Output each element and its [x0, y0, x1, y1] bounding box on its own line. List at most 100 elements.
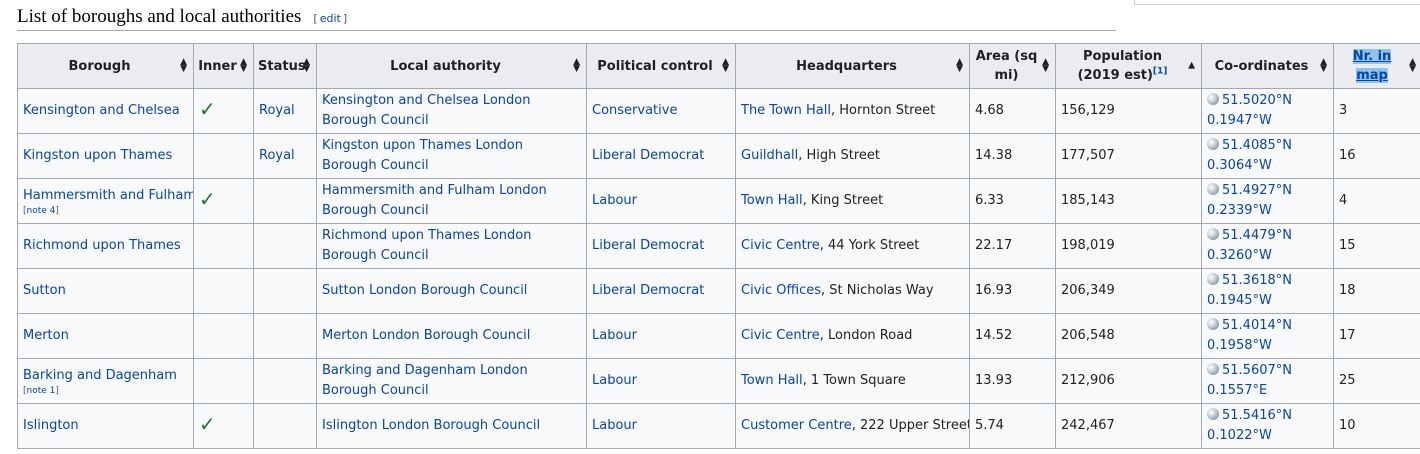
- control-link[interactable]: Labour: [592, 328, 637, 343]
- globe-icon[interactable]: [1207, 138, 1219, 150]
- longitude-link[interactable]: 0.3064°W: [1207, 158, 1272, 173]
- authority-link[interactable]: Hammersmith and Fulham London Borough Co…: [322, 183, 547, 218]
- inner-cell: [193, 223, 254, 269]
- latitude-link[interactable]: 51.4479°N: [1222, 228, 1292, 243]
- borough-link[interactable]: Kensington and Chelsea: [23, 103, 180, 118]
- table-row: Islington ✓ Islington London Borough Counc…: [17, 403, 1420, 449]
- globe-icon[interactable]: [1207, 318, 1219, 330]
- authority-link[interactable]: Kensington and Chelsea London Borough Co…: [322, 93, 531, 128]
- headquarters-link[interactable]: Town Hall: [741, 193, 803, 208]
- globe-icon[interactable]: [1207, 273, 1219, 285]
- col-local-authority[interactable]: Local authority ▲ ▼: [316, 43, 587, 89]
- sort-arrows-icon[interactable]: ▲ ▼: [303, 57, 310, 74]
- latitude-link[interactable]: 51.5020°N: [1222, 93, 1292, 108]
- globe-icon[interactable]: [1207, 408, 1219, 420]
- headquarters-link[interactable]: Civic Offices: [741, 283, 821, 298]
- borough-link[interactable]: Sutton: [23, 283, 66, 298]
- col-coordinates[interactable]: Co-ordinates ▲ ▼: [1201, 43, 1334, 89]
- sort-arrows-icon[interactable]: ▲ ▼: [180, 57, 187, 74]
- longitude-link[interactable]: 0.1945°W: [1207, 293, 1272, 308]
- area-cell: 5.74: [969, 403, 1056, 449]
- sort-ascending-icon[interactable]: ▲: [1188, 60, 1195, 71]
- col-headquarters[interactable]: Headquarters ▲ ▼: [735, 43, 970, 89]
- latitude-link[interactable]: 51.4085°N: [1222, 138, 1292, 153]
- sort-arrows-icon[interactable]: ▲ ▼: [1320, 57, 1327, 74]
- headquarters-link[interactable]: Customer Centre: [741, 418, 852, 433]
- latitude-link[interactable]: 51.4927°N: [1222, 183, 1292, 198]
- authority-link[interactable]: Sutton London Borough Council: [322, 283, 528, 298]
- control-link[interactable]: Liberal Democrat: [592, 238, 705, 253]
- latitude-link[interactable]: 51.4014°N: [1222, 318, 1292, 333]
- check-mark-icon: ✓: [199, 187, 216, 211]
- area-cell: 22.17: [969, 223, 1056, 269]
- authority-link[interactable]: Islington London Borough Council: [322, 418, 541, 433]
- authority-link[interactable]: Merton London Borough Council: [322, 328, 531, 343]
- longitude-link[interactable]: 0.1947°W: [1207, 113, 1272, 128]
- longitude-link[interactable]: 0.1958°W: [1207, 338, 1272, 353]
- sort-arrows-icon[interactable]: ▲ ▼: [240, 57, 247, 74]
- footnote-link[interactable]: note 4: [26, 205, 56, 216]
- longitude-link[interactable]: 0.3260°W: [1207, 248, 1272, 263]
- coordinates-cell: 51.5020°N 0.1947°W: [1201, 88, 1334, 134]
- globe-icon[interactable]: [1207, 93, 1219, 105]
- sort-arrows-icon[interactable]: ▲ ▼: [956, 57, 963, 74]
- col-population[interactable]: Population (2019 est)[1] ▲: [1055, 43, 1202, 89]
- sort-arrows-icon[interactable]: ▲ ▼: [1042, 57, 1049, 74]
- col-area[interactable]: Area (sq mi) ▲ ▼: [969, 43, 1056, 89]
- control-cell: Labour: [586, 178, 736, 224]
- col-inner[interactable]: Inner ▲ ▼: [193, 43, 254, 89]
- globe-icon[interactable]: [1207, 363, 1219, 375]
- borough-link[interactable]: Kingston upon Thames: [23, 148, 173, 163]
- globe-icon[interactable]: [1207, 228, 1219, 240]
- control-link[interactable]: Liberal Democrat: [592, 283, 705, 298]
- reference-1[interactable]: [1]: [1152, 66, 1168, 77]
- nr-in-map-link[interactable]: Nr. in map: [1352, 49, 1392, 83]
- inner-cell: ✓: [193, 178, 254, 224]
- control-link[interactable]: Labour: [592, 193, 637, 208]
- authority-link[interactable]: Barking and Dagenham London Borough Coun…: [322, 363, 528, 398]
- col-status[interactable]: Status ▲ ▼: [253, 43, 317, 89]
- col-borough[interactable]: Borough ▲ ▼: [17, 43, 194, 89]
- headquarters-link[interactable]: Civic Centre: [741, 328, 820, 343]
- headquarters-cell: Civic Centre, 44 York Street: [735, 223, 970, 269]
- control-link[interactable]: Liberal Democrat: [592, 148, 705, 163]
- longitude-link[interactable]: 0.1022°W: [1207, 428, 1272, 443]
- borough-cell: Richmond upon Thames: [17, 223, 194, 269]
- footnote-link[interactable]: note 1: [26, 385, 56, 396]
- control-cell: Liberal Democrat: [586, 223, 736, 269]
- status-link[interactable]: Royal: [259, 103, 295, 118]
- borough-link[interactable]: Richmond upon Thames: [23, 238, 181, 253]
- control-link[interactable]: Labour: [592, 418, 637, 433]
- borough-link[interactable]: Islington: [23, 418, 79, 433]
- globe-icon[interactable]: [1207, 183, 1219, 195]
- authority-link[interactable]: Kingston upon Thames London Borough Coun…: [322, 138, 524, 173]
- control-cell: Conservative: [586, 88, 736, 134]
- borough-link[interactable]: Barking and Dagenham: [23, 367, 177, 383]
- headquarters-link[interactable]: The Town Hall: [741, 103, 831, 118]
- borough-cell: Kensington and Chelsea: [17, 88, 194, 134]
- borough-link[interactable]: Merton: [23, 328, 69, 343]
- col-political-control[interactable]: Political control ▲ ▼: [586, 43, 736, 89]
- sort-arrows-icon[interactable]: ▲ ▼: [722, 57, 729, 74]
- sort-arrows-icon[interactable]: ▲ ▼: [1409, 57, 1416, 74]
- latitude-link[interactable]: 51.5607°N: [1222, 363, 1292, 378]
- status-link[interactable]: Royal: [259, 148, 295, 163]
- control-link[interactable]: Conservative: [592, 103, 678, 118]
- authority-link[interactable]: Richmond upon Thames London Borough Coun…: [322, 228, 532, 263]
- longitude-link[interactable]: 0.1557°E: [1207, 383, 1268, 398]
- headquarters-link[interactable]: Civic Centre: [741, 238, 820, 253]
- sort-arrows-icon[interactable]: ▲ ▼: [573, 57, 580, 74]
- latitude-link[interactable]: 51.5416°N: [1222, 408, 1292, 423]
- col-nr-in-map[interactable]: Nr. in map ▲ ▼: [1333, 43, 1420, 89]
- map-number-cell: 17: [1333, 313, 1420, 359]
- headquarters-link[interactable]: Town Hall: [741, 373, 803, 388]
- longitude-link[interactable]: 0.2339°W: [1207, 203, 1272, 218]
- latitude-link[interactable]: 51.3618°N: [1222, 273, 1292, 288]
- edit-link[interactable]: edit: [319, 12, 341, 25]
- borough-link[interactable]: Hammersmith and Fulham: [23, 187, 194, 203]
- authority-cell: Sutton London Borough Council: [316, 268, 587, 314]
- borough-cell: Barking and Dagenham [note 1]: [17, 358, 194, 404]
- headquarters-link[interactable]: Guildhall: [741, 148, 799, 163]
- coordinates-cell: 51.4014°N 0.1958°W: [1201, 313, 1334, 359]
- control-link[interactable]: Labour: [592, 373, 637, 388]
